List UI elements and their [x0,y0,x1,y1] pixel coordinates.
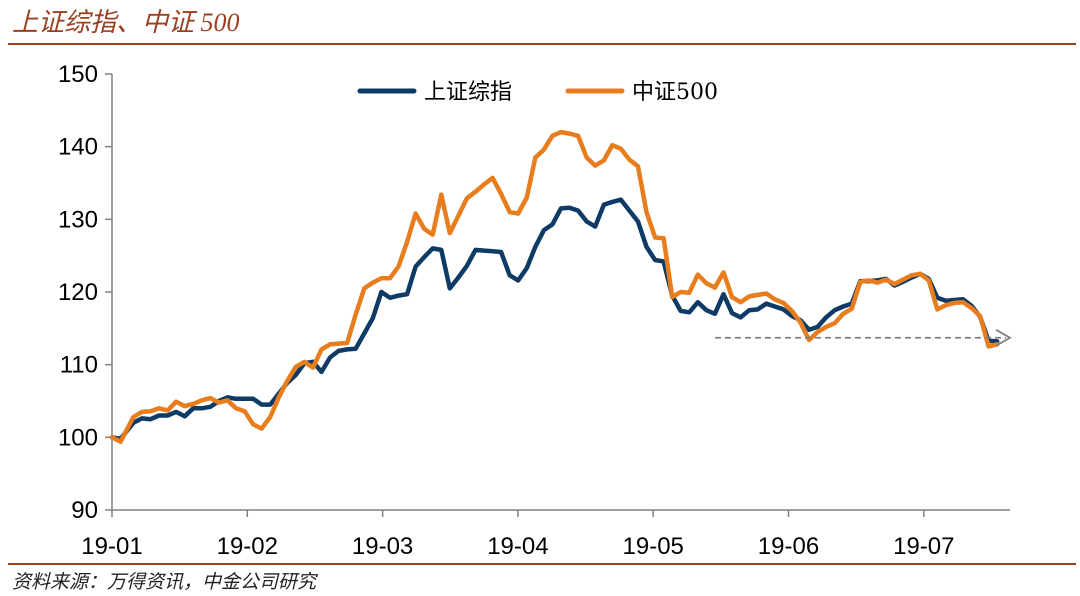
x-tick-label: 19-03 [352,533,413,560]
y-tick-label: 130 [58,206,98,233]
y-tick-label: 100 [58,424,98,451]
x-tick-label: 19-06 [758,533,819,560]
page-title: 上证综指、中证 500 [12,8,240,37]
y-tick-label: 120 [58,279,98,306]
trend-annotation [714,328,1012,347]
trend-arrowhead [995,328,1012,347]
y-tick-label: 140 [58,134,98,161]
chart-axes [111,74,1010,511]
x-tick-label: 19-02 [217,533,278,560]
series-line-csi500 [109,129,1000,444]
y-tick-label: 110 [60,352,98,379]
x-axis-ticks: 19-01 19-02 19-03 19-04 19-05 19-06 19-07 [81,510,954,560]
legend-label: 中证500 [632,80,718,105]
y-tick-label: 150 [58,61,98,88]
x-tick-label: 19-07 [893,533,954,560]
x-tick-label: 19-01 [81,533,142,560]
y-tick-label: 90 [71,497,98,524]
chart-legend: 上证综指 中证500 [357,80,718,105]
title-divider [8,43,1076,45]
legend-label: 上证综指 [424,80,512,105]
source-note: 资料来源：万得资讯，中金公司研究 [12,572,317,593]
x-tick-label: 19-04 [487,533,548,560]
y-axis-ticks: 90 100 110 120 130 140 150 [58,61,112,524]
chart-series [109,129,1000,444]
series-line-sse [109,197,1000,442]
source-divider [8,563,1076,565]
x-tick-label: 19-05 [623,533,684,560]
